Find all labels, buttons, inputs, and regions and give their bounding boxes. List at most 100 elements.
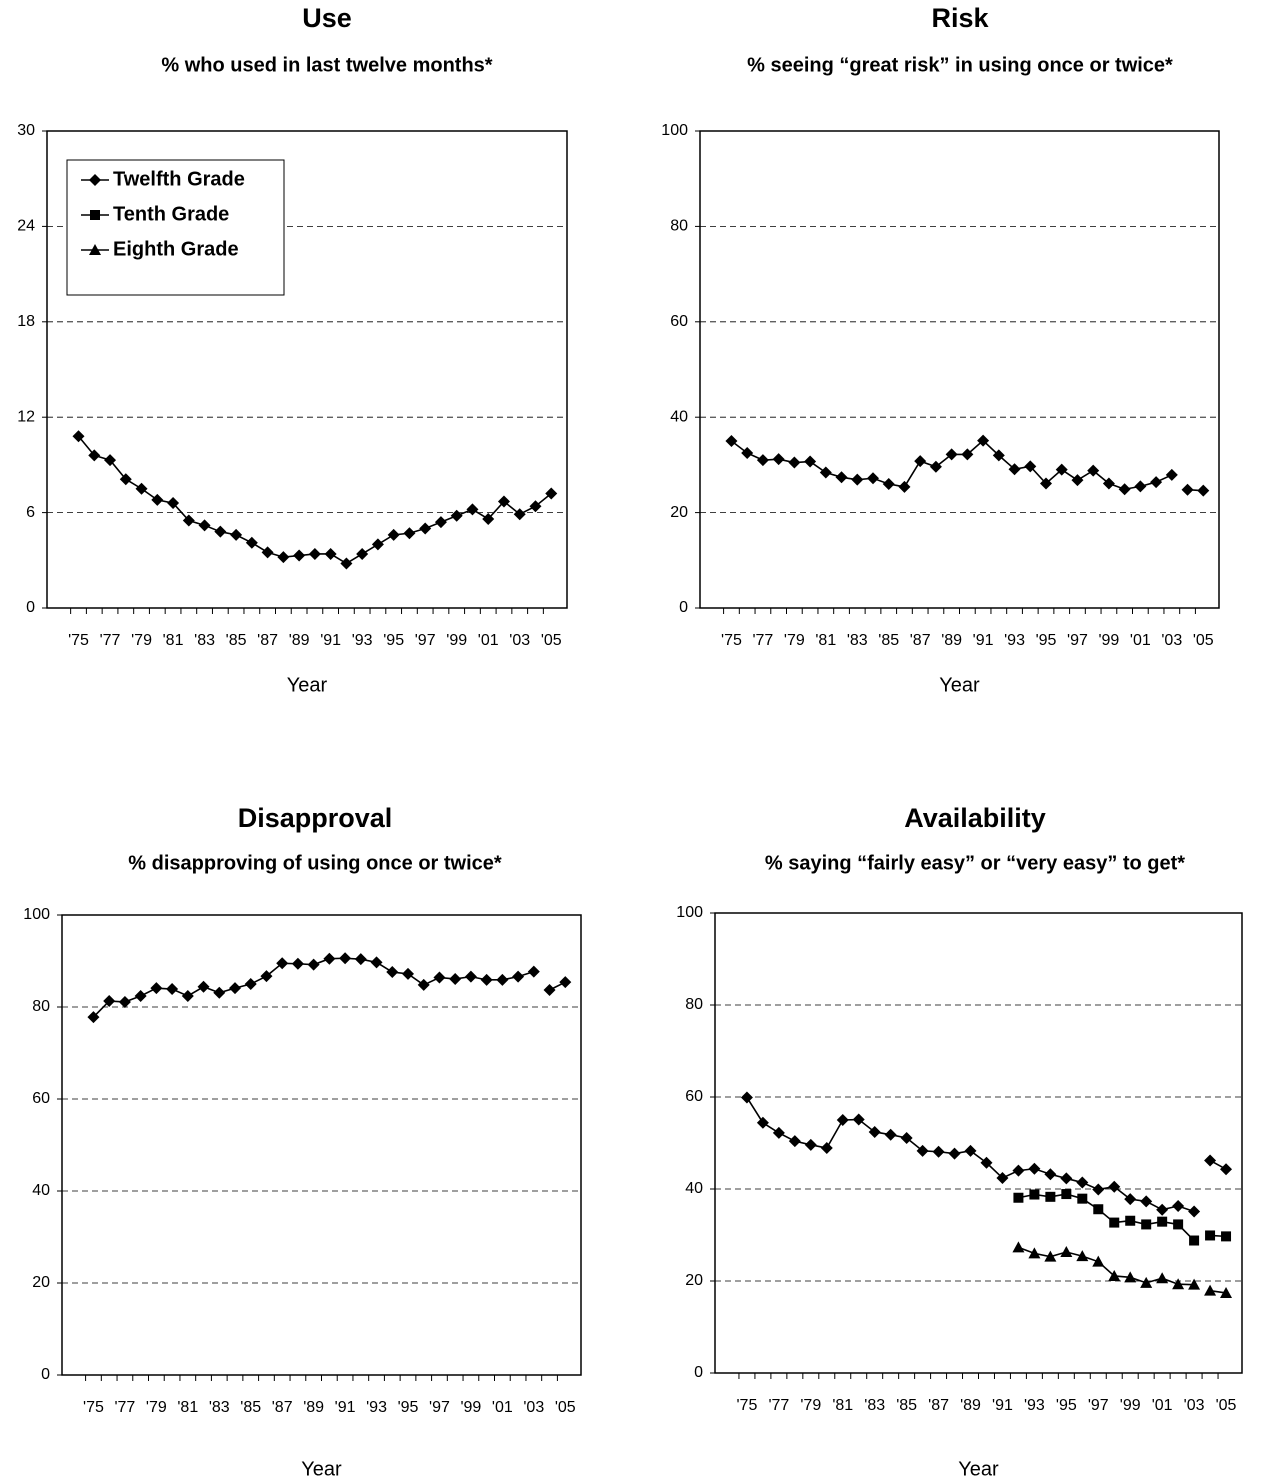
- marker: [1125, 1215, 1136, 1226]
- x-tick-label: '93: [1024, 1397, 1045, 1414]
- marker: [543, 983, 556, 996]
- marker: [1220, 1163, 1233, 1176]
- marker: [513, 508, 526, 521]
- y-tick-label: 0: [41, 1366, 50, 1383]
- marker: [293, 549, 306, 562]
- marker: [229, 982, 241, 995]
- marker: [434, 516, 447, 529]
- marker: [1012, 1164, 1025, 1177]
- series-line: [1018, 1246, 1195, 1286]
- x-tick-label: '79: [800, 1397, 821, 1414]
- marker: [945, 448, 958, 461]
- marker: [1188, 1278, 1201, 1290]
- marker: [276, 957, 289, 970]
- marker: [230, 528, 243, 541]
- y-tick-label: 20: [685, 1272, 703, 1289]
- x-tick-label: '91: [320, 632, 341, 649]
- x-tick-label: '97: [1067, 632, 1088, 649]
- marker: [545, 487, 558, 500]
- marker: [836, 1114, 849, 1126]
- x-tick-label: '87: [910, 632, 931, 649]
- marker: [87, 1011, 100, 1024]
- x-tick-label: '79: [784, 632, 805, 649]
- marker: [835, 471, 848, 484]
- marker: [88, 449, 101, 462]
- marker: [1134, 480, 1147, 493]
- marker: [1205, 1230, 1216, 1241]
- marker: [961, 448, 974, 461]
- marker: [852, 1113, 865, 1126]
- marker: [772, 453, 785, 466]
- marker: [386, 966, 399, 979]
- x-tick-label: '99: [446, 632, 467, 649]
- y-tick-label: 24: [17, 218, 35, 235]
- marker: [948, 1147, 961, 1160]
- marker: [820, 1142, 833, 1155]
- x-tick-label: '99: [1120, 1397, 1141, 1414]
- x-tick-label: '87: [272, 1399, 293, 1416]
- x-tick-label: '95: [1036, 632, 1057, 649]
- y-tick-label: 60: [685, 1088, 703, 1105]
- marker: [103, 995, 116, 1008]
- marker: [356, 547, 369, 560]
- marker: [244, 978, 257, 990]
- x-tick-label: '01: [492, 1399, 513, 1416]
- marker: [804, 1138, 817, 1151]
- legend-marker: [89, 174, 101, 186]
- x-tick-label: '77: [768, 1397, 789, 1414]
- x-tick-label: '85: [226, 632, 247, 649]
- marker: [1076, 1250, 1089, 1262]
- chart-subtitle: % saying “fairly easy” or “very easy” to…: [765, 852, 1185, 874]
- x-tick-label: '93: [1004, 632, 1025, 649]
- marker: [1044, 1168, 1057, 1181]
- marker: [1150, 476, 1163, 489]
- x-tick-label: '05: [541, 632, 562, 649]
- y-tick-label: 40: [685, 1180, 703, 1197]
- marker: [371, 538, 384, 551]
- marker: [1197, 484, 1210, 497]
- y-tick-label: 0: [679, 599, 688, 616]
- x-tick-label: '79: [131, 632, 152, 649]
- x-tick-label: '99: [1098, 632, 1119, 649]
- marker: [529, 500, 542, 513]
- marker: [1024, 460, 1037, 473]
- marker: [1071, 474, 1084, 487]
- y-tick-label: 100: [661, 122, 688, 139]
- marker: [466, 503, 479, 516]
- chart-title: Disapproval: [238, 803, 393, 833]
- y-tick-label: 20: [32, 1274, 50, 1291]
- y-tick-label: 6: [26, 504, 35, 521]
- x-tick-label: '77: [752, 632, 773, 649]
- marker: [772, 1126, 785, 1139]
- x-tick-label: '75: [68, 632, 89, 649]
- marker: [996, 1171, 1009, 1184]
- x-tick-label: '93: [352, 632, 373, 649]
- marker: [1124, 1271, 1137, 1283]
- y-tick-label: 12: [17, 408, 35, 425]
- y-tick-label: 40: [670, 408, 688, 425]
- x-tick-label: '01: [478, 632, 499, 649]
- chart-subtitle: % who used in last twelve months*: [161, 54, 492, 76]
- marker: [884, 1128, 897, 1141]
- y-tick-label: 80: [685, 996, 703, 1013]
- legend-box: [66, 159, 285, 296]
- chart-subtitle: % seeing “great risk” in using once or t…: [747, 54, 1173, 76]
- marker: [1109, 1217, 1120, 1228]
- marker: [1188, 1205, 1201, 1218]
- x-tick-label: '77: [100, 632, 121, 649]
- marker: [417, 978, 430, 991]
- y-tick-label: 60: [32, 1090, 50, 1107]
- marker: [1012, 1241, 1025, 1253]
- x-tick-label: '85: [240, 1399, 261, 1416]
- x-tick-label: '01: [1130, 632, 1151, 649]
- x-tick-label: '87: [257, 632, 278, 649]
- chart-title: Use: [302, 3, 352, 33]
- marker: [1061, 1189, 1072, 1200]
- x-tick-label: '03: [1161, 632, 1182, 649]
- marker: [291, 957, 304, 970]
- marker: [354, 953, 367, 966]
- x-tick-label: '91: [992, 1397, 1013, 1414]
- x-tick-label: '01: [1152, 1397, 1173, 1414]
- marker: [497, 495, 510, 508]
